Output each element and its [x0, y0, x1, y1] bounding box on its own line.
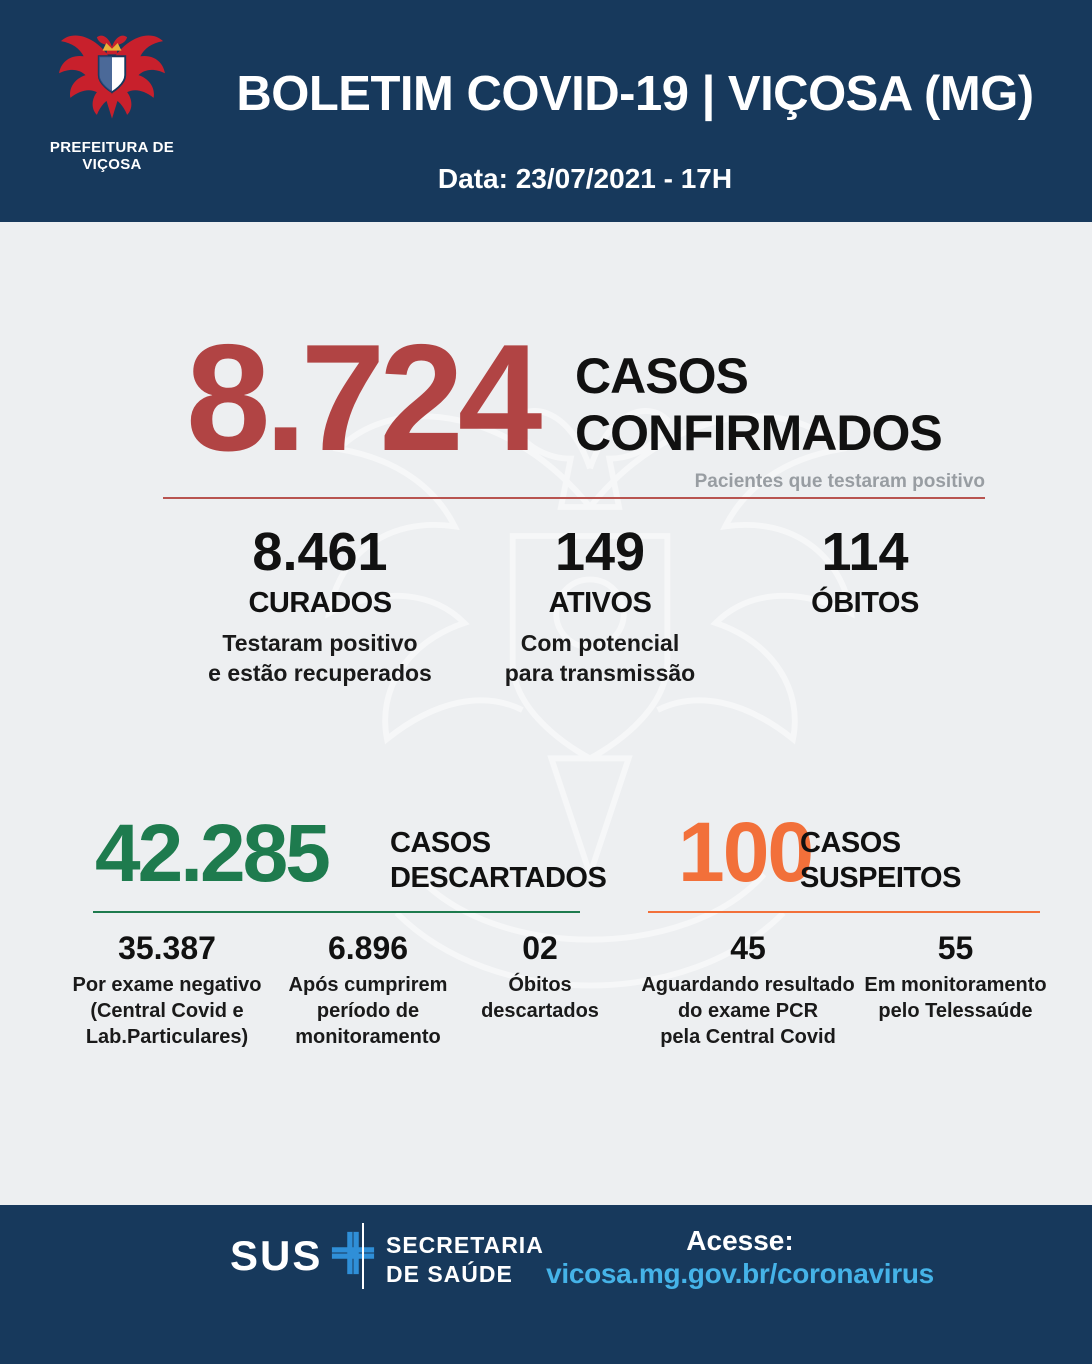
ativos-value: 149 [554, 522, 646, 582]
suspects-divider [648, 911, 1040, 913]
prefecture-logo: PREFEITURA DE VIÇOSA [22, 26, 202, 173]
stat-aguardando-pcr: 45 Aguardando resultado do exame PCR pel… [638, 932, 858, 1050]
footer-banner [0, 1205, 1092, 1364]
curados-desc: Testaram positivo e estão recuperados [208, 630, 432, 686]
stat-obitos: 114 ÓBITOS [735, 525, 995, 629]
access-label: Acesse: [686, 1225, 794, 1256]
curados-value: 8.461 [252, 522, 388, 582]
coat-of-arms-icon [48, 35, 176, 134]
bulletin-title: BOLETIM COVID-19 | VIÇOSA (MG) [236, 67, 1034, 121]
footer-divider [362, 1223, 364, 1289]
stat-pos-monitoramento: 6.896 Após cumprirem período de monitora… [268, 932, 468, 1050]
suspects-label: CASOS SUSPEITOS [800, 827, 961, 895]
header-banner: PREFEITURA DE VIÇOSA BOLETIM COVID-19 | … [0, 0, 1092, 222]
exame-negativo-desc: Por exame negativo (Central Covid e Lab.… [72, 974, 262, 1048]
confirmed-note: Pacientes que testaram positivo [694, 471, 985, 492]
confirmed-value: 8.724 [186, 313, 542, 483]
stat-exame-negativo: 35.387 Por exame negativo (Central Covid… [62, 932, 272, 1050]
confirmed-divider [163, 497, 985, 499]
confirmed-label: CASOS CONFIRMADOS [575, 348, 943, 461]
discarded-label: CASOS DESCARTADOS [390, 827, 607, 895]
pos-monitoramento-desc: Após cumprirem período de monitoramento [288, 974, 448, 1048]
sus-logo: SUS [230, 1230, 376, 1281]
suspects-value: 100 [678, 805, 814, 899]
org-name: PREFEITURA DE VIÇOSA [49, 139, 175, 173]
aguardando-pcr-desc: Aguardando resultado do exame PCR pela C… [641, 974, 855, 1048]
telessaude-value: 55 [937, 930, 974, 966]
site-url: vicosa.mg.gov.br/coronavirus [546, 1258, 934, 1289]
stat-telessaude: 55 Em monitoramento pelo Telessaúde [848, 932, 1063, 1024]
telessaude-desc: Em monitoramento pelo Telessaúde [864, 974, 1047, 1022]
stat-ativos: 149 ATIVOS Com potencial para transmissã… [465, 525, 735, 689]
secretariat-label: SECRETARIA DE SAÚDE [386, 1232, 544, 1287]
curados-label: CURADOS [248, 587, 392, 619]
stat-obitos-descartados: 02 Óbitos descartados [455, 932, 625, 1024]
obitos-label: ÓBITOS [811, 587, 919, 619]
sus-label: SUS [230, 1231, 323, 1279]
exame-negativo-value: 35.387 [118, 930, 216, 966]
pos-monitoramento-value: 6.896 [327, 930, 409, 966]
obitos-descartados-value: 02 [522, 930, 558, 966]
stat-curados: 8.461 CURADOS Testaram positivo e estão … [185, 525, 455, 689]
ativos-desc: Com potencial para transmissão [504, 630, 696, 686]
aguardando-pcr-value: 45 [730, 930, 766, 966]
sus-cross-icon [330, 1230, 376, 1281]
ativos-label: ATIVOS [548, 587, 652, 619]
bulletin-date: Data: 23/07/2021 - 17H [437, 163, 733, 194]
discarded-value: 42.285 [95, 808, 331, 899]
obitos-value: 114 [821, 522, 909, 582]
discarded-divider [93, 911, 580, 913]
obitos-descartados-desc: Óbitos descartados [481, 974, 599, 1022]
